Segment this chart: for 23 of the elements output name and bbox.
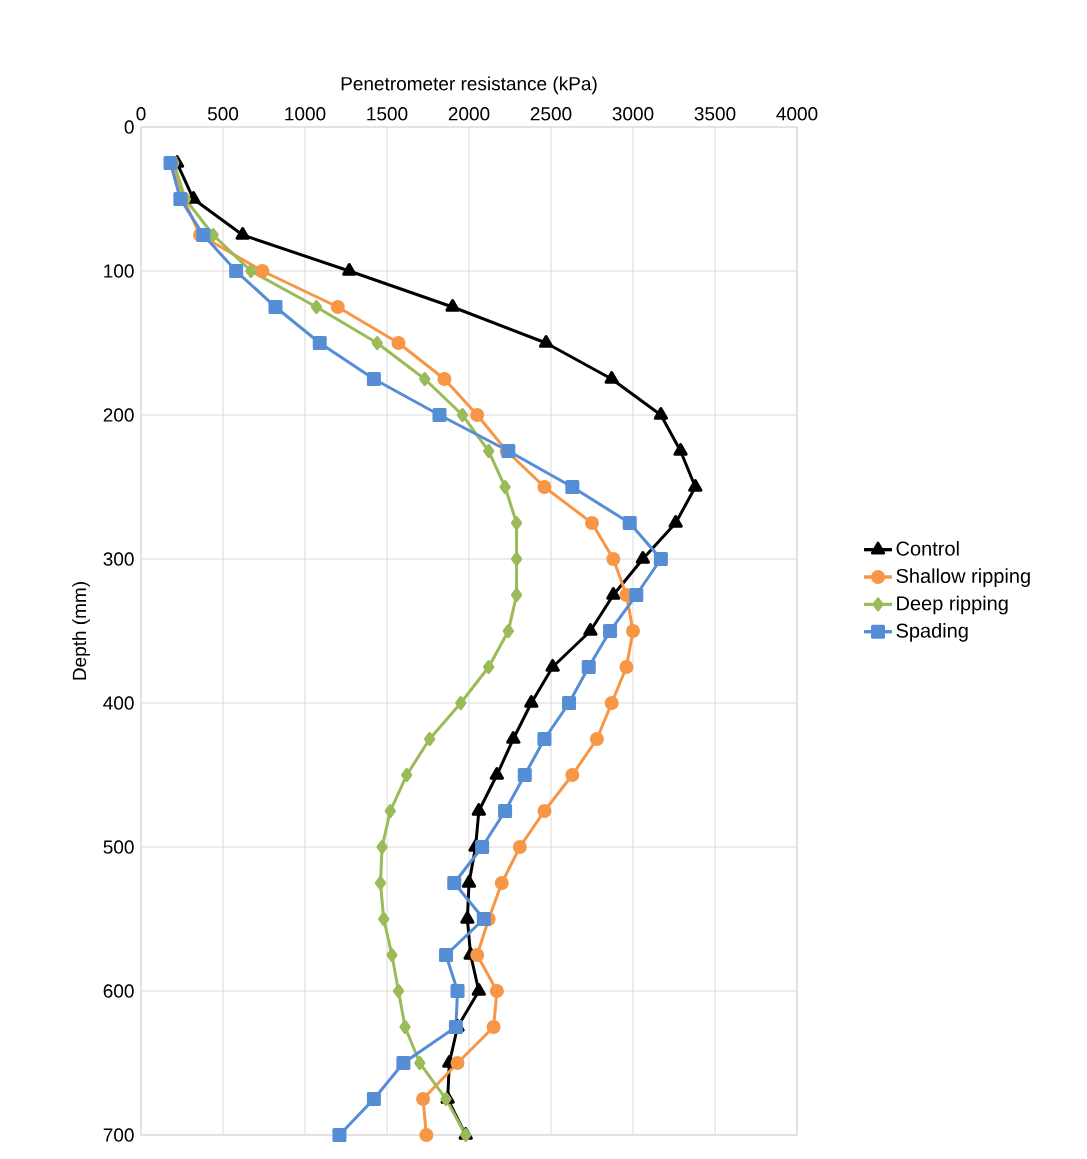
- legend-label: Control: [896, 541, 959, 556]
- x-tick-label: 500: [207, 107, 239, 121]
- x-tick-label: 1000: [285, 107, 326, 121]
- legend-label: Shallow ripping: [896, 568, 1030, 588]
- y-tick-label: 100: [104, 264, 134, 278]
- x-axis-title: Penetrometer resistance (kPa): [341, 76, 597, 95]
- legend-label: Spading: [896, 623, 968, 642]
- x-tick-label: 1500: [367, 107, 408, 121]
- y-axis-title: Depth (mm): [72, 582, 90, 680]
- x-tick-label: 0: [136, 107, 146, 121]
- x-tick-label: 3500: [694, 107, 736, 121]
- x-tick-label: 4000: [776, 107, 818, 121]
- y-tick-label: 300: [103, 552, 134, 566]
- x-tick-label: 2500: [530, 107, 572, 121]
- legend-label: Deep ripping: [897, 595, 1008, 615]
- x-tick-label: 2000: [448, 107, 490, 121]
- x-tick-label: 3000: [612, 107, 654, 121]
- y-tick-label: 700: [103, 1128, 134, 1142]
- y-tick-label: 600: [103, 984, 134, 998]
- y-tick-label: 500: [103, 840, 134, 854]
- y-tick-label: 400: [103, 696, 134, 710]
- y-tick-label: 200: [103, 408, 134, 422]
- y-tick-label: 0: [124, 120, 134, 134]
